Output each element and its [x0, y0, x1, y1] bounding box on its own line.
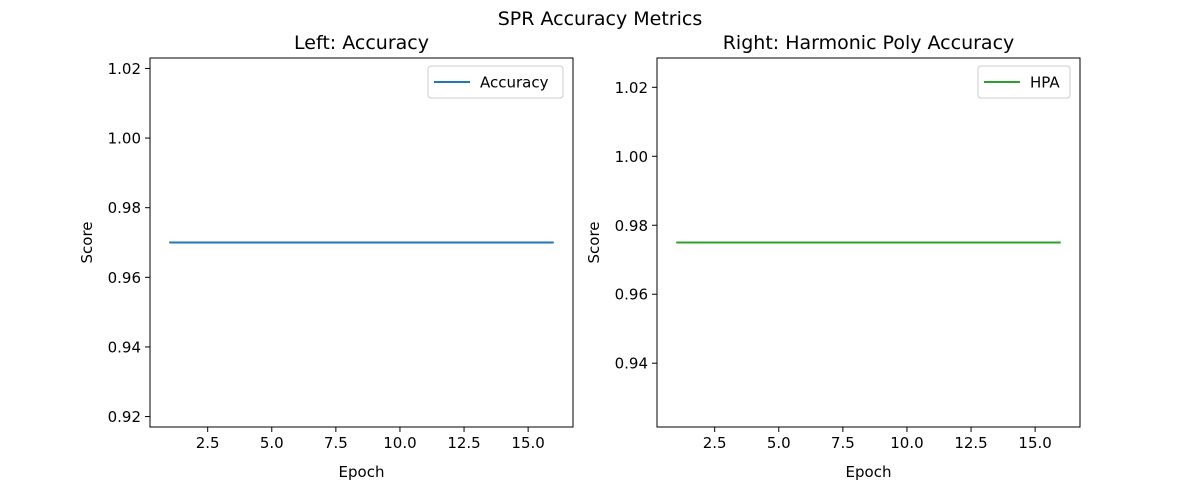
right-y-tick-label: 0.96 [615, 286, 648, 304]
right-y-tick-label: 0.98 [615, 217, 648, 235]
left-y-tick-label: 0.92 [108, 408, 141, 426]
left-y-tick-label: 0.94 [108, 338, 141, 356]
right-x-tick-label: 7.5 [831, 434, 855, 452]
right-y-tick-label: 1.02 [615, 79, 648, 97]
left-x-tick-label: 15.0 [511, 434, 544, 452]
left-x-tick-label: 7.5 [324, 434, 348, 452]
left-y-tick-label: 0.98 [108, 199, 141, 217]
right-x-tick-label: 15.0 [1018, 434, 1051, 452]
left-legend: Accuracy [427, 65, 564, 99]
figure-suptitle: SPR Accuracy Metrics [498, 8, 703, 30]
right-chart-title: Right: Harmonic Poly Accuracy [723, 32, 1015, 54]
left-x-axis-label: Epoch [339, 463, 385, 480]
left-legend-box [427, 65, 564, 99]
right-x-tick-label: 2.5 [703, 434, 727, 452]
right-y-tick-label: 0.94 [615, 355, 648, 373]
right-legend-label: HPA [1030, 74, 1060, 92]
left-legend-label: Accuracy [480, 74, 549, 92]
right-y-tick-label: 1.00 [615, 148, 648, 166]
right-x-tick-label: 5.0 [767, 434, 791, 452]
left-y-tick-label: 0.96 [108, 269, 141, 287]
left-x-tick-label: 10.0 [383, 434, 416, 452]
right-legend-box [977, 65, 1071, 99]
left-chart-title: Left: Accuracy [294, 32, 429, 54]
right-legend: HPA [977, 65, 1071, 99]
left-y-axis-label: Score [78, 221, 96, 263]
left-y-tick-label: 1.00 [108, 130, 141, 148]
left-x-tick-label: 12.5 [447, 434, 480, 452]
right-hpa-panel: Right: Harmonic Poly Accuracy 2.5 5.0 7.5 10… [585, 32, 1081, 480]
left-y-tick-label: 1.02 [108, 60, 141, 78]
left-accuracy-panel: Left: Accuracy 2.5 5.0 7.5 10.0 12.5 15.0 0.92 0… [78, 32, 574, 480]
left-x-tick-label: 5.0 [260, 434, 284, 452]
right-x-tick-label: 10.0 [890, 434, 923, 452]
right-x-axis-label: Epoch [846, 463, 892, 480]
right-y-axis-label: Score [585, 221, 603, 263]
left-x-tick-label: 2.5 [196, 434, 220, 452]
right-x-tick-label: 12.5 [954, 434, 987, 452]
